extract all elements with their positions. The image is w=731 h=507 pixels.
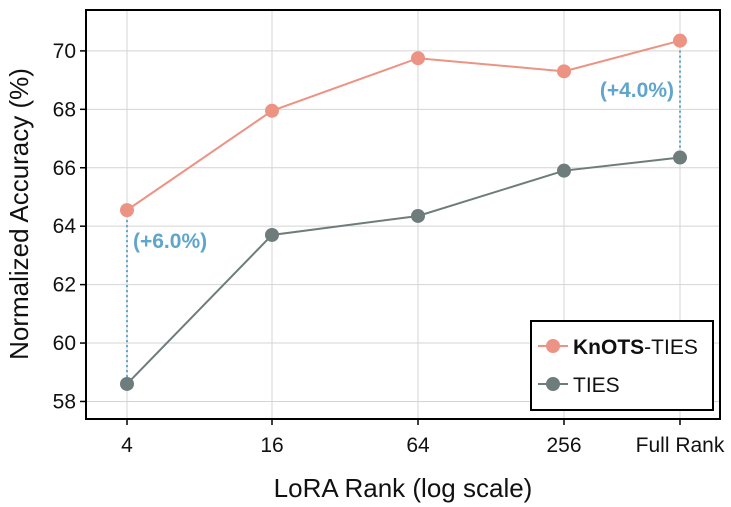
legend-entry-ties: TIES bbox=[538, 374, 620, 397]
data-point bbox=[557, 64, 571, 79]
data-point bbox=[673, 150, 687, 165]
y-tick-label: 64 bbox=[53, 215, 77, 238]
data-point bbox=[673, 33, 687, 48]
legend-label-rest: TIES bbox=[573, 374, 620, 397]
data-point bbox=[120, 376, 134, 391]
legend-swatch-marker bbox=[546, 377, 560, 391]
y-tick-label: 70 bbox=[53, 40, 76, 63]
x-tick-label: 16 bbox=[260, 434, 283, 457]
series-knots-ties bbox=[120, 33, 687, 218]
data-point bbox=[120, 203, 134, 218]
legend: KnOTS-TIES TIES bbox=[530, 320, 714, 411]
annotation-connectors bbox=[126, 40, 681, 384]
legend-label: TIES bbox=[573, 374, 620, 397]
annotation-labels: (+6.0%) (+4.0%) bbox=[133, 79, 674, 253]
x-axis-label: LoRA Rank (log scale) bbox=[274, 473, 533, 503]
y-axis-ticks: 58 60 62 64 66 68 70 bbox=[53, 40, 86, 413]
y-tick-label: 60 bbox=[53, 332, 76, 355]
y-tick-label: 66 bbox=[53, 157, 76, 180]
series-layer bbox=[120, 33, 687, 391]
x-tick-label: Full Rank bbox=[636, 434, 725, 457]
data-point bbox=[265, 103, 279, 118]
annotation-label: (+6.0%) bbox=[133, 230, 207, 253]
legend-label: KnOTS-TIES bbox=[573, 336, 698, 359]
x-axis-ticks: 4 16 64 256 Full Rank bbox=[121, 419, 725, 457]
y-axis-label: Normalized Accuracy (%) bbox=[4, 68, 34, 360]
legend-label-bold: KnOTS bbox=[573, 336, 644, 359]
series-ties bbox=[120, 150, 687, 391]
data-point bbox=[265, 227, 279, 242]
legend-box bbox=[530, 320, 714, 411]
plot-frame bbox=[85, 9, 721, 420]
legend-label-rest: -TIES bbox=[644, 336, 698, 359]
legend-entry-knots-ties: KnOTS-TIES bbox=[538, 336, 698, 359]
data-point bbox=[411, 51, 425, 66]
legend-swatch-marker bbox=[546, 339, 560, 353]
annotation-label: (+4.0%) bbox=[600, 79, 674, 102]
y-tick-label: 68 bbox=[53, 98, 76, 121]
x-tick-label: 256 bbox=[546, 434, 581, 457]
data-point bbox=[557, 163, 571, 178]
x-tick-label: 4 bbox=[121, 434, 133, 457]
x-tick-label: 64 bbox=[406, 434, 430, 457]
series-line bbox=[126, 39, 681, 211]
y-tick-label: 62 bbox=[53, 274, 76, 297]
y-tick-label: 58 bbox=[53, 390, 76, 413]
data-point bbox=[411, 208, 425, 223]
